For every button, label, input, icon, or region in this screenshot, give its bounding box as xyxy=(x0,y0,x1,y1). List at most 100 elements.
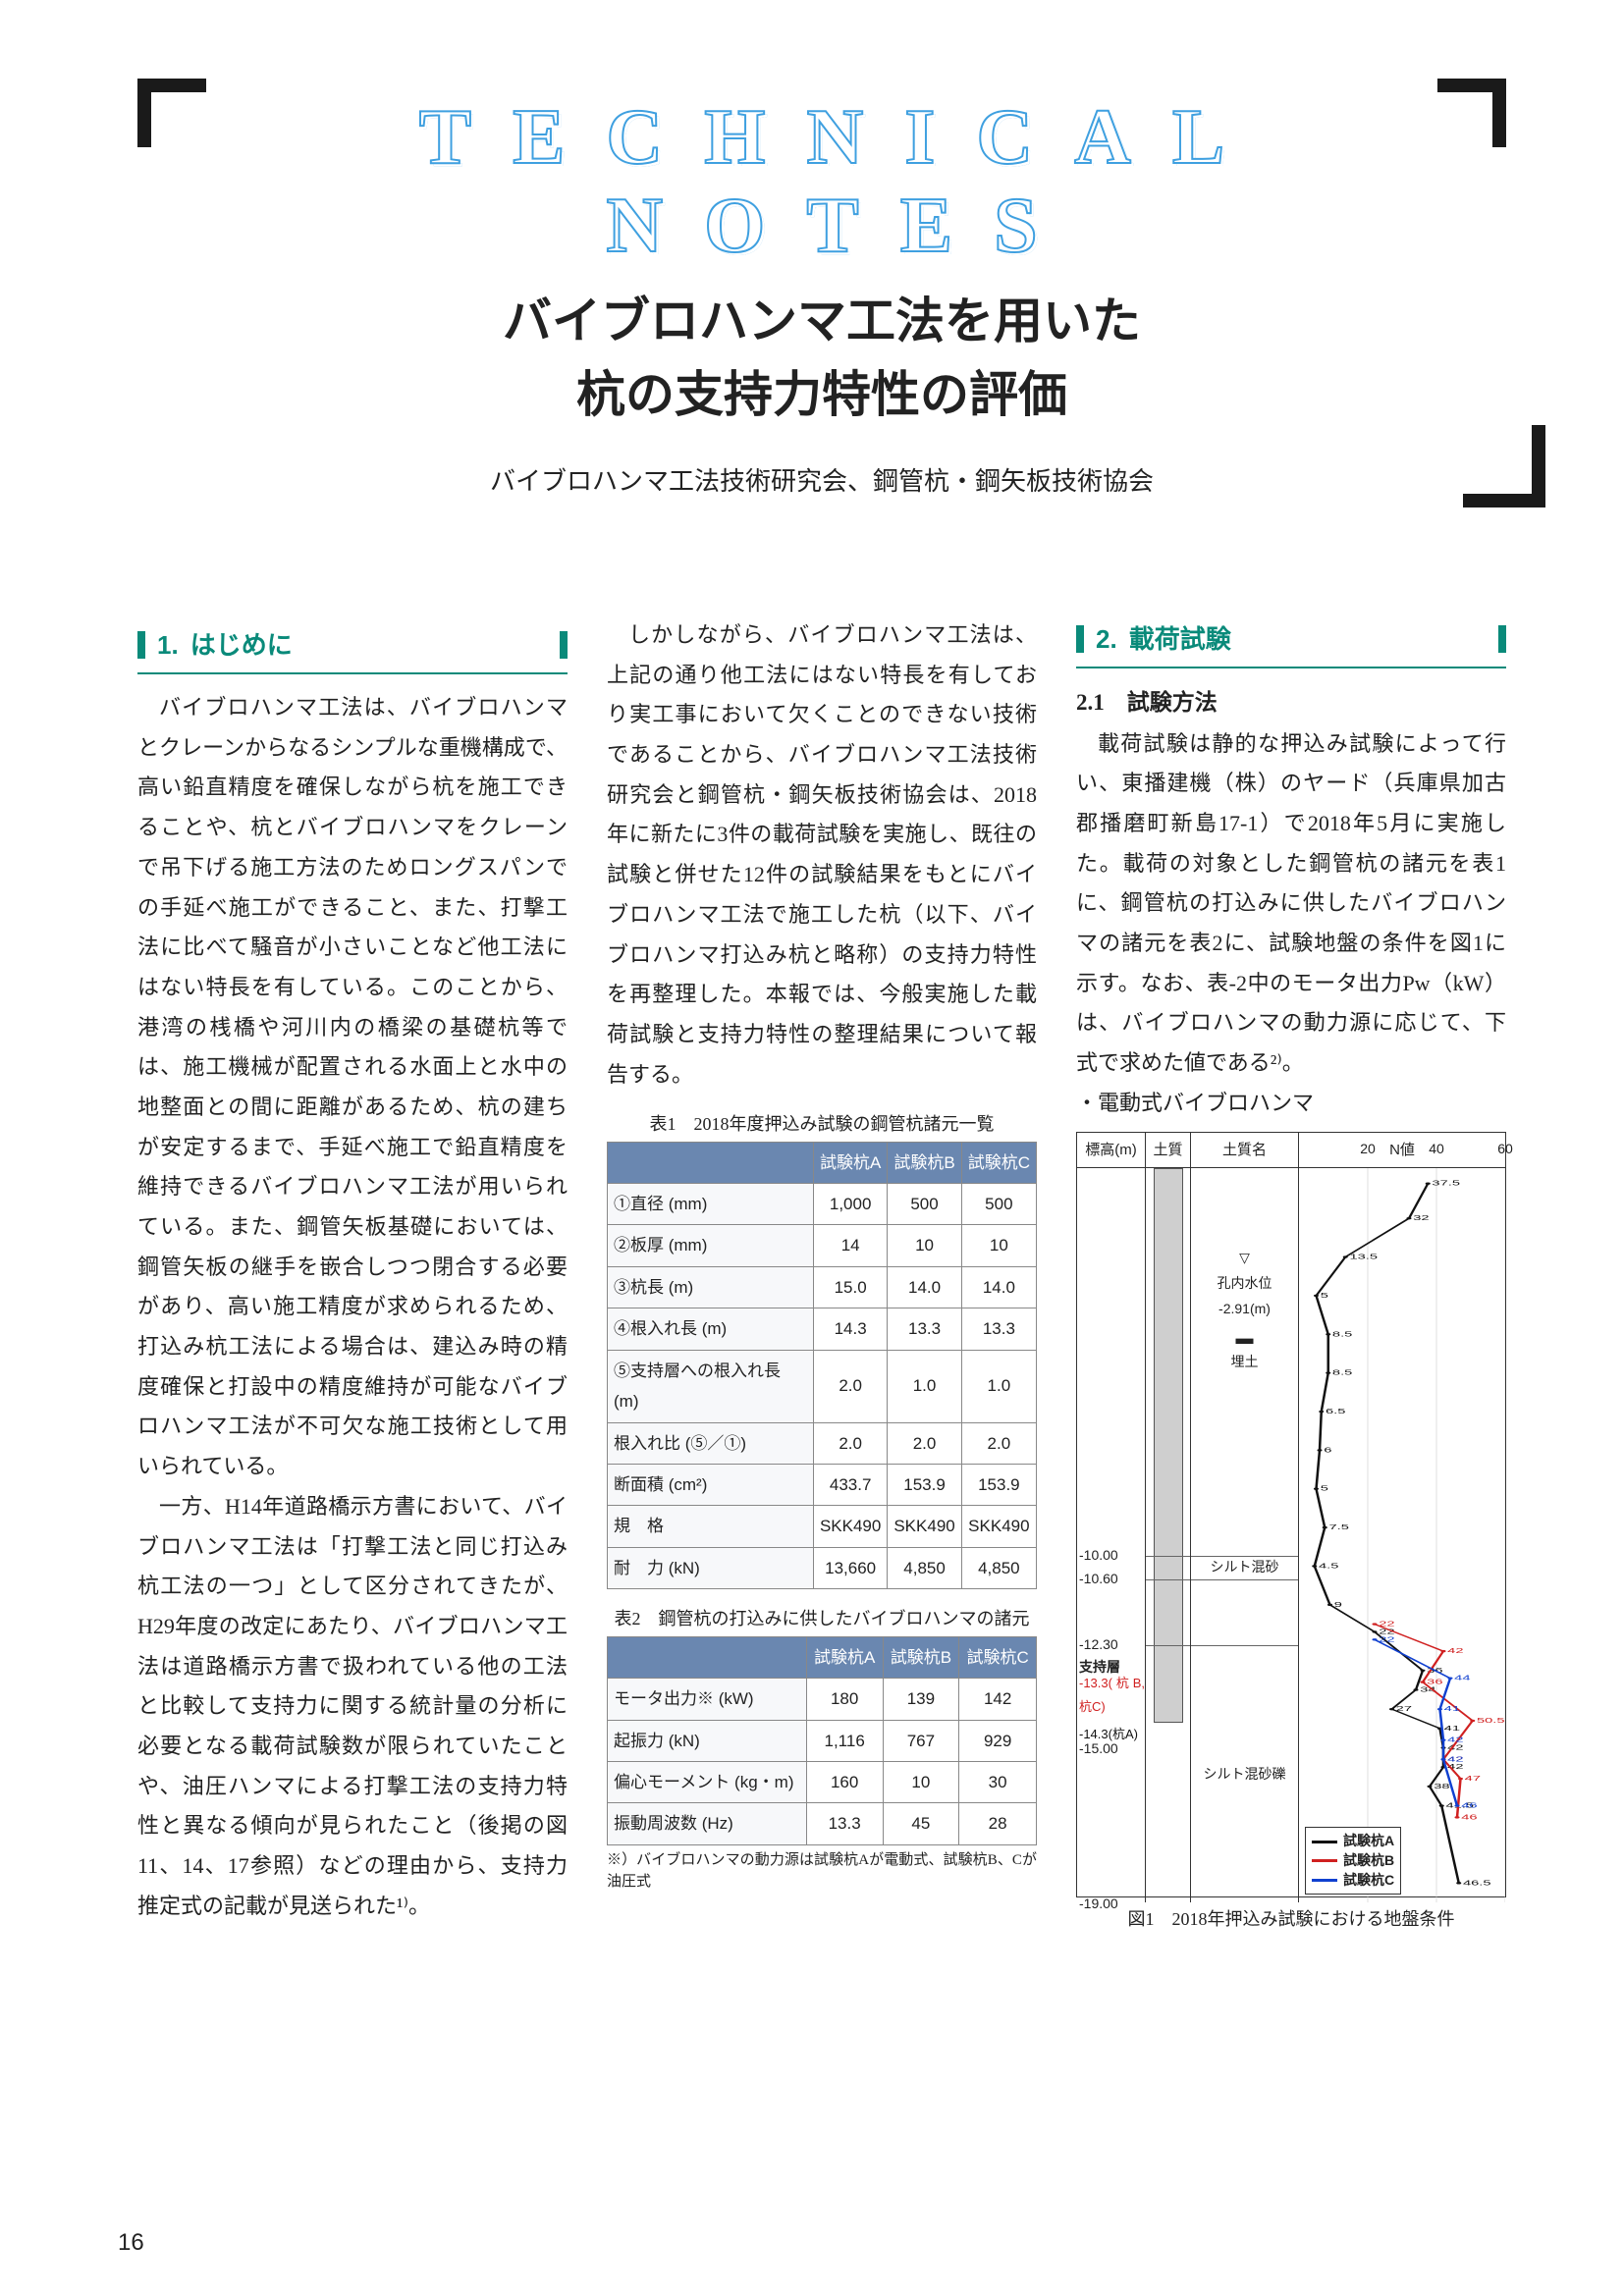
table-cell: 45 xyxy=(883,1803,959,1844)
fig1-n-column: 37.53213.558.58.56.5657.54.5922363427414… xyxy=(1299,1168,1505,1902)
svg-text:46: 46 xyxy=(1461,1814,1477,1821)
logo-letter: N xyxy=(806,98,863,177)
logo-letter: E xyxy=(900,187,952,265)
svg-text:5: 5 xyxy=(1321,1486,1328,1493)
section-2-num: 2. xyxy=(1096,615,1117,663)
table-cell: 13.3 xyxy=(806,1803,883,1844)
table-cell: 767 xyxy=(883,1720,959,1761)
table-cell: 断面積 (cm²) xyxy=(608,1465,814,1506)
n-value-chart: 37.53213.558.58.56.5657.54.5922363427414… xyxy=(1299,1168,1505,1902)
figure-1-caption: 図1 2018年押込み試験における地盤条件 xyxy=(1076,1903,1506,1936)
svg-text:37.5: 37.5 xyxy=(1432,1181,1460,1188)
table-cell: SKK490 xyxy=(888,1506,961,1547)
fig1-col-soil: 土質 xyxy=(1146,1133,1191,1169)
fig1-pile-column xyxy=(1146,1168,1191,1902)
table-cell: 14.0 xyxy=(961,1266,1036,1308)
table-cell: 929 xyxy=(959,1720,1037,1761)
svg-text:9: 9 xyxy=(1334,1602,1342,1609)
table-cell: 160 xyxy=(806,1761,883,1802)
svg-text:7.5: 7.5 xyxy=(1328,1524,1348,1531)
table-cell: 14.0 xyxy=(888,1266,961,1308)
table-cell: 14 xyxy=(813,1225,887,1266)
table-cell: 13.3 xyxy=(888,1308,961,1350)
table-cell: 13.3 xyxy=(961,1308,1036,1350)
svg-text:27: 27 xyxy=(1396,1706,1412,1713)
logo-letter: C xyxy=(976,98,1033,177)
table-cell: 500 xyxy=(961,1183,1036,1224)
table-cell: モータ出力※ (kW) xyxy=(608,1679,807,1720)
table-cell: 10 xyxy=(888,1225,961,1266)
logo-letter: O xyxy=(704,187,765,265)
svg-text:22: 22 xyxy=(1379,1636,1394,1643)
table-header-cell: 試験杭B xyxy=(888,1142,961,1183)
table-cell: ③杭長 (m) xyxy=(608,1266,814,1308)
table-cell: ②板厚 (mm) xyxy=(608,1225,814,1266)
logo-letter: T xyxy=(419,98,471,177)
logo-letter: A xyxy=(1074,98,1131,177)
table-cell: 10 xyxy=(961,1225,1036,1266)
svg-text:41: 41 xyxy=(1444,1726,1460,1733)
table-cell: 4,850 xyxy=(961,1547,1036,1588)
article-title: バイブロハンマ工法を用いた 杭の支持力特性の評価 xyxy=(137,285,1506,432)
svg-text:13.5: 13.5 xyxy=(1349,1254,1378,1260)
table-1: 試験杭A試験杭B試験杭C①直径 (mm)1,000500500②板厚 (mm)1… xyxy=(607,1142,1037,1590)
logo-line-1: TECHNICAL xyxy=(137,98,1506,177)
svg-text:42: 42 xyxy=(1447,1736,1463,1743)
table-cell: 振動周波数 (Hz) xyxy=(608,1803,807,1844)
table-cell: 耐 力 (kN) xyxy=(608,1547,814,1588)
table-cell: 28 xyxy=(959,1803,1037,1844)
table-cell: 2.0 xyxy=(961,1422,1036,1464)
table-cell: 起振力 (kN) xyxy=(608,1720,807,1761)
section-1-num: 1. xyxy=(157,621,179,668)
table-2-caption: 表2 鋼管杭の打込みに供したバイブロハンマの諸元 xyxy=(607,1603,1037,1635)
table-cell: 2.0 xyxy=(813,1350,887,1422)
corner-top-left xyxy=(137,79,206,147)
table-cell: 根入れ比 (⑤／①) xyxy=(608,1422,814,1464)
body-columns: 1. はじめに バイブロハンマ工法は、バイブロハンマとクレーンからなるシンプルな… xyxy=(137,615,1506,1936)
table-header-cell xyxy=(608,1142,814,1183)
svg-text:32: 32 xyxy=(1413,1215,1429,1222)
logo-letter: S xyxy=(994,187,1038,265)
table-cell: 2.0 xyxy=(813,1422,887,1464)
svg-text:4.5: 4.5 xyxy=(1319,1563,1338,1570)
table-cell: 13,660 xyxy=(813,1547,887,1588)
title-frame: TECHNICAL NOTES バイブロハンマ工法を用いた 杭の支持力特性の評価… xyxy=(137,79,1506,586)
logo-letter: H xyxy=(704,98,765,177)
header-block: TECHNICAL NOTES バイブロハンマ工法を用いた 杭の支持力特性の評価… xyxy=(137,79,1506,586)
svg-text:44: 44 xyxy=(1454,1675,1471,1682)
table-header-cell: 試験杭A xyxy=(806,1636,883,1678)
table-cell: 規 格 xyxy=(608,1506,814,1547)
page-number: 16 xyxy=(118,2229,144,2257)
table-cell: 153.9 xyxy=(888,1465,961,1506)
table-cell: 142 xyxy=(959,1679,1037,1720)
table-cell: 偏心モーメント (kg・m) xyxy=(608,1761,807,1802)
table-2-block: 表2 鋼管杭の打込みに供したバイブロハンマの諸元 試験杭A試験杭B試験杭Cモータ… xyxy=(607,1603,1037,1893)
paragraph-5: ・電動式バイブロハンマ xyxy=(1076,1084,1506,1124)
table-2: 試験杭A試験杭B試験杭Cモータ出力※ (kW)180139142起振力 (kN)… xyxy=(607,1636,1037,1845)
section-1-label: はじめに xyxy=(190,621,293,668)
svg-text:8.5: 8.5 xyxy=(1332,1331,1352,1338)
table-cell: 30 xyxy=(959,1761,1037,1802)
fig1-col-name: 土質名 xyxy=(1191,1133,1299,1169)
table-cell: 1.0 xyxy=(961,1350,1036,1422)
table-header-cell: 試験杭C xyxy=(961,1142,1036,1183)
svg-text:36: 36 xyxy=(1427,1679,1442,1685)
table-header-cell: 試験杭A xyxy=(813,1142,887,1183)
logo-line-2: NOTES xyxy=(137,187,1506,265)
corner-top-right xyxy=(1437,79,1506,147)
table-2-note: ※）バイブロハンマの動力源は試験杭Aが電動式、試験杭B、Cが油圧式 xyxy=(607,1849,1037,1894)
paragraph-4: 載荷試験は静的な押込み試験によって行い、東播建機（株）のヤード（兵庫県加古郡播磨… xyxy=(1076,724,1506,1084)
logo-letter: I xyxy=(904,98,935,177)
section-2-heading: 2. 載荷試験 xyxy=(1076,615,1506,668)
table-cell: 15.0 xyxy=(813,1266,887,1308)
svg-text:46: 46 xyxy=(1461,1802,1477,1809)
svg-text:41: 41 xyxy=(1444,1706,1460,1713)
paragraph-1: バイブロハンマ工法は、バイブロハンマとクレーンからなるシンプルな重機構成で、高い… xyxy=(137,688,568,1487)
table-cell: SKK490 xyxy=(961,1506,1036,1547)
section-2-label: 載荷試験 xyxy=(1129,615,1231,663)
logo-letter: T xyxy=(806,187,858,265)
table-cell: 4,850 xyxy=(888,1547,961,1588)
table-1-block: 表1 2018年度押込み試験の鋼管杭諸元一覧 試験杭A試験杭B試験杭C①直径 (… xyxy=(607,1108,1037,1589)
title-line-2: 杭の支持力特性の評価 xyxy=(576,367,1067,422)
svg-text:6.5: 6.5 xyxy=(1326,1409,1345,1415)
